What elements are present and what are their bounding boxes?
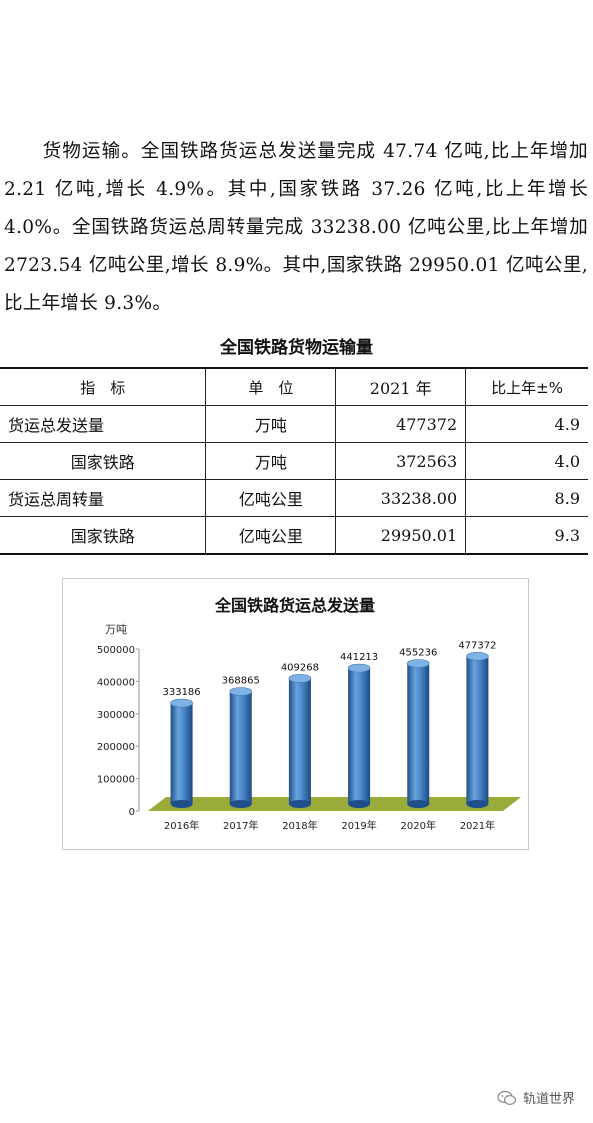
x-tick-label: 2020年 xyxy=(401,819,436,832)
row-unit: 亿吨公里 xyxy=(205,479,337,517)
bar-top xyxy=(347,663,371,673)
header-change: 比上年±% xyxy=(465,367,588,406)
row-unit: 万吨 xyxy=(205,405,337,443)
row-indicator: 国家铁路 xyxy=(0,442,207,480)
y-tick-label: 400000 xyxy=(97,677,135,688)
row-unit: 万吨 xyxy=(205,442,337,480)
y-tick-label: 100000 xyxy=(97,775,135,786)
y-tick-label: 500000 xyxy=(97,645,135,656)
bar-value-label: 409268 xyxy=(281,662,319,673)
chart-title: 全国铁路货运总发送量 xyxy=(214,596,375,615)
row-value: 33238.00 xyxy=(335,479,467,517)
bar-top xyxy=(466,652,489,661)
chart-bar xyxy=(466,652,489,808)
paragraph-text: 货物运输。全国铁路货运总发送量完成 47.74 亿吨,比上年增加 2.21 亿吨… xyxy=(4,141,588,314)
y-axis: 0 100000 200000 300000 400000 500000 xyxy=(97,645,140,818)
table-row: 货运总周转量 亿吨公里 33238.00 8.9 xyxy=(0,479,588,517)
row-value: 477372 xyxy=(335,405,467,443)
table-row: 国家铁路 万吨 372563 4.0 xyxy=(0,442,588,480)
x-axis: 2016年 2017年 2018年 2019年 2020年 2021年 xyxy=(164,819,495,832)
header-unit: 单 位 xyxy=(205,367,337,406)
bar-value-label: 368865 xyxy=(222,675,260,686)
chart-floor xyxy=(148,797,521,811)
bar-top xyxy=(170,698,193,708)
x-tick-label: 2017年 xyxy=(223,819,258,832)
row-indicator: 货运总发送量 xyxy=(0,405,207,443)
x-tick-label: 2018年 xyxy=(282,819,317,832)
chart-bar xyxy=(347,663,371,808)
x-tick-label: 2019年 xyxy=(341,819,376,832)
row-value: 29950.01 xyxy=(335,516,467,555)
freight-chart: 全国铁路货运总发送量 万吨 0 100000 200000 300000 400000 5… xyxy=(62,578,529,850)
row-indicator: 货运总周转量 xyxy=(0,479,207,517)
bar-top xyxy=(288,674,312,683)
row-change: 4.9 xyxy=(465,405,588,443)
row-value: 372563 xyxy=(335,442,467,480)
freight-table: 指 标 单 位 2021 年 比上年±% 货运总发送量 万吨 477372 4.… xyxy=(0,367,588,555)
row-change: 9.3 xyxy=(465,516,588,555)
chart-bar xyxy=(229,687,253,808)
table-row: 国家铁路 亿吨公里 29950.01 9.3 xyxy=(0,516,588,555)
table-header-row: 指 标 单 位 2021 年 比上年±% xyxy=(0,367,588,406)
bar-top xyxy=(229,687,253,696)
x-tick-label: 2021年 xyxy=(460,819,495,832)
bar-value-label: 455236 xyxy=(399,648,437,659)
chart-canvas: 全国铁路货运总发送量 万吨 0 100000 200000 300000 400000 5… xyxy=(97,596,521,832)
footer-brand-text: 轨道世界 xyxy=(522,1092,575,1107)
bar-group: 333186 368865 409268 441213 455236 477372 xyxy=(162,640,497,808)
y-tick-label: 200000 xyxy=(97,742,135,753)
chart-y-unit: 万吨 xyxy=(105,623,127,636)
chart-bar xyxy=(170,698,193,808)
wechat-icon xyxy=(497,1090,517,1105)
footer-brand: 轨道世界 xyxy=(497,1088,575,1107)
row-indicator: 国家铁路 xyxy=(0,516,207,555)
table-title: 全国铁路货物运输量 xyxy=(220,338,373,358)
y-tick-label: 0 xyxy=(129,807,135,818)
bar-value-label: 477372 xyxy=(458,640,496,651)
chart-bar xyxy=(288,674,312,808)
x-tick-label: 2016年 xyxy=(164,819,199,832)
row-change: 8.9 xyxy=(465,479,588,517)
y-tick-label: 300000 xyxy=(97,710,135,721)
row-unit: 亿吨公里 xyxy=(205,516,337,555)
row-change: 4.0 xyxy=(465,442,588,480)
bar-value-label: 333186 xyxy=(162,687,200,698)
table-row: 货运总发送量 万吨 477372 4.9 xyxy=(0,405,588,443)
chart-bar xyxy=(406,659,430,808)
header-year: 2021 年 xyxy=(335,367,467,406)
freight-paragraph: 货物运输。全国铁路货运总发送量完成 47.74 亿吨,比上年增加 2.21 亿吨… xyxy=(4,133,588,323)
bar-value-label: 441213 xyxy=(340,652,378,663)
header-indicator: 指 标 xyxy=(0,367,207,406)
bar-top xyxy=(406,659,430,668)
